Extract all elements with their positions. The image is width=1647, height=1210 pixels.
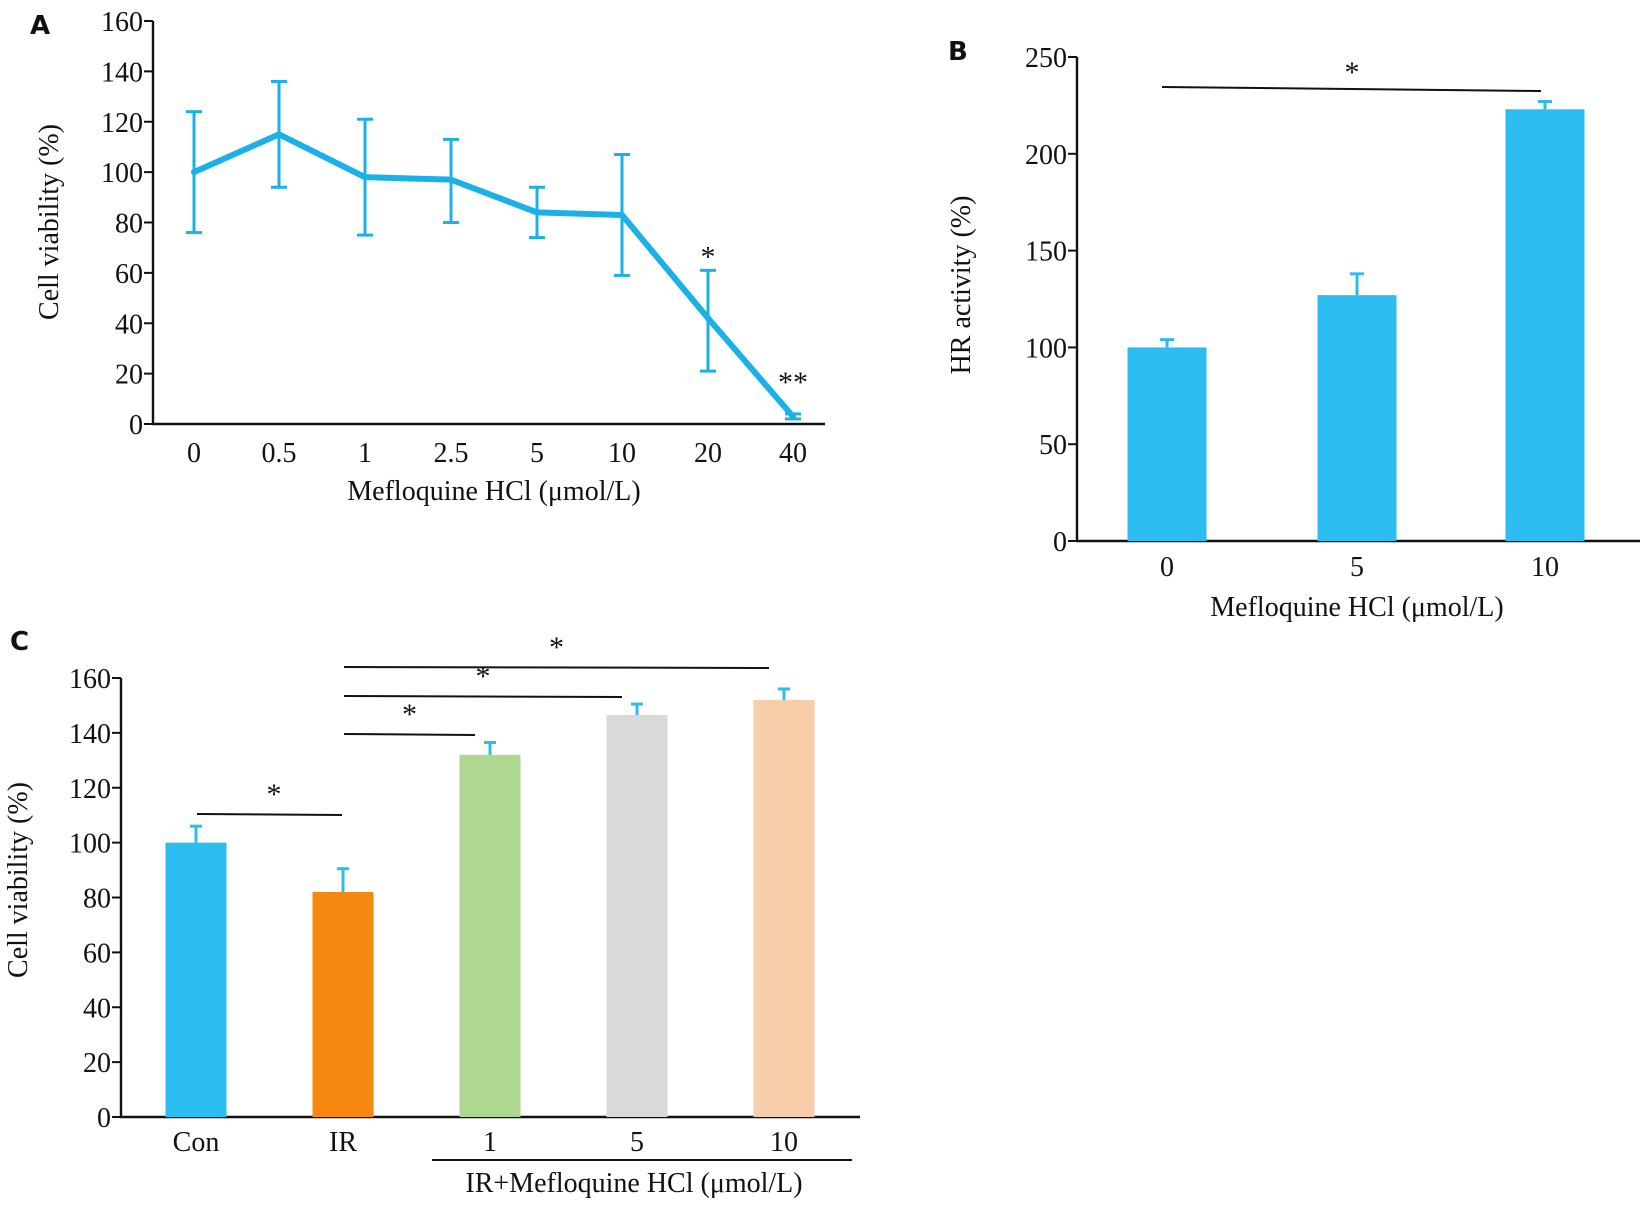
chart-c-x-tick-label: IR bbox=[329, 1127, 357, 1158]
chart-b-significance-line bbox=[1161, 86, 1542, 92]
chart-c-x-tick-label: 1 bbox=[483, 1127, 497, 1158]
chart-c-significance-line bbox=[343, 666, 770, 669]
chart-a-x-tick-label: 20 bbox=[694, 438, 722, 469]
chart-a-y-tick-label: 160 bbox=[101, 7, 143, 38]
chart-c-significance-line bbox=[196, 813, 343, 816]
chart-a-x-tick-label: 10 bbox=[608, 438, 636, 469]
chart-a-series-line bbox=[192, 131, 796, 419]
chart-a-xlabel: Mefloquine HCl (μmol/L) bbox=[347, 476, 640, 507]
chart-c-x-tick-label: 10 bbox=[770, 1127, 798, 1158]
chart-c-bar bbox=[606, 715, 668, 1117]
chart-a-x-tick-label: 5 bbox=[530, 438, 544, 469]
chart-b-x-tick-label: 10 bbox=[1531, 552, 1559, 583]
chart-a-y-tick-label: 120 bbox=[101, 108, 143, 139]
chart-c-significance-mark: * bbox=[476, 660, 491, 693]
chart-c-xlabel: IR+Mefloquine HCl (μmol/L) bbox=[465, 1168, 802, 1199]
chart-b-y-tick-label: 200 bbox=[1025, 140, 1067, 171]
chart-a-data-point bbox=[790, 413, 796, 420]
chart-b-bar bbox=[1127, 347, 1207, 541]
chart-b-xlabel: Mefloquine HCl (μmol/L) bbox=[1210, 592, 1503, 623]
chart-c-significance-line bbox=[343, 695, 623, 698]
chart-c-y-tick-label: 100 bbox=[69, 829, 111, 860]
panel-label-a: A bbox=[30, 11, 50, 41]
chart-a-data-point bbox=[191, 169, 197, 176]
chart-a-data-point bbox=[705, 315, 711, 322]
chart-c-bar bbox=[165, 842, 227, 1117]
chart-b-bar bbox=[1317, 295, 1397, 541]
chart-b-ylabel: HR activity (%) bbox=[946, 196, 977, 375]
chart-a-y-tick-label: 20 bbox=[115, 360, 143, 391]
chart-a-data-point bbox=[619, 211, 625, 218]
chart-b-x-tick-label: 5 bbox=[1350, 552, 1364, 583]
chart-a-y-tick-label: 140 bbox=[101, 57, 143, 88]
chart-a-x-tick-label: 40 bbox=[779, 438, 807, 469]
chart-a-y-tick-label: 60 bbox=[115, 259, 143, 290]
chart-b-y-tick-label: 100 bbox=[1025, 333, 1067, 364]
chart-c-bar bbox=[753, 699, 815, 1117]
chart-c-significance-line bbox=[343, 733, 476, 736]
chart-c-bar bbox=[459, 754, 521, 1117]
chart-c-y-tick-label: 0 bbox=[97, 1103, 111, 1134]
chart-b: 0 50 100 150 200 250 0 5 10 * bbox=[1025, 43, 1640, 583]
chart-b-y-tick-label: 0 bbox=[1053, 527, 1067, 558]
chart-a-x-tick-label: 0 bbox=[187, 438, 201, 469]
chart-c-y-tick-label: 160 bbox=[69, 664, 111, 695]
chart-a-data-point bbox=[448, 176, 454, 183]
chart-b-y-tick-label: 150 bbox=[1025, 237, 1067, 268]
chart-c-y-tick-label: 40 bbox=[83, 993, 111, 1024]
chart-a-x-tick-label: 2.5 bbox=[434, 438, 469, 469]
chart-b-y-tick-label: 250 bbox=[1025, 43, 1067, 74]
chart-b-significance-mark: * bbox=[1345, 56, 1360, 89]
chart-c-y-tick-label: 120 bbox=[69, 774, 111, 805]
chart-b-y-tick-label: 50 bbox=[1039, 430, 1067, 461]
chart-c-ylabel: Cell viability (%) bbox=[3, 782, 34, 978]
chart-c-significance-mark: * bbox=[402, 698, 417, 731]
chart-a-ylabel: Cell viability (%) bbox=[34, 124, 65, 320]
chart-a-y-tick-label: 40 bbox=[115, 309, 143, 340]
chart-a-significance-mark: ** bbox=[778, 366, 808, 399]
chart-b-bar bbox=[1505, 109, 1585, 541]
chart-a-y-tick-label: 80 bbox=[115, 209, 143, 240]
chart-c-y-tick-label: 20 bbox=[83, 1048, 111, 1079]
chart-a-significance-mark: * bbox=[701, 240, 716, 273]
chart-c-significance-mark: * bbox=[267, 778, 282, 811]
chart-a-data-point bbox=[276, 131, 282, 138]
chart-a-x-tick-label: 0.5 bbox=[262, 438, 297, 469]
chart-a-y-tick-label: 0 bbox=[129, 410, 143, 441]
chart-c-y-tick-label: 60 bbox=[83, 938, 111, 969]
chart-a-x-tick-label: 1 bbox=[358, 438, 372, 469]
chart-a-data-point bbox=[362, 174, 368, 181]
chart-c-x-tick-label: 5 bbox=[630, 1127, 644, 1158]
chart-c-x-tick-label: Con bbox=[173, 1127, 220, 1158]
panel-label-c: C bbox=[10, 627, 29, 657]
chart-a-y-tick-label: 100 bbox=[101, 158, 143, 189]
chart-c: 0 20 40 60 80 100 120 140 160 Con IR 1 5 10 * * * * bbox=[69, 631, 860, 1161]
chart-c-y-tick-label: 80 bbox=[83, 884, 111, 915]
chart-c-significance-mark: * bbox=[549, 631, 564, 664]
panel-label-b: B bbox=[948, 37, 968, 67]
chart-c-bar bbox=[312, 892, 374, 1117]
chart-c-y-tick-label: 140 bbox=[69, 719, 111, 750]
chart-a-data-point bbox=[534, 209, 540, 216]
chart-b-x-tick-label: 0 bbox=[1160, 552, 1174, 583]
